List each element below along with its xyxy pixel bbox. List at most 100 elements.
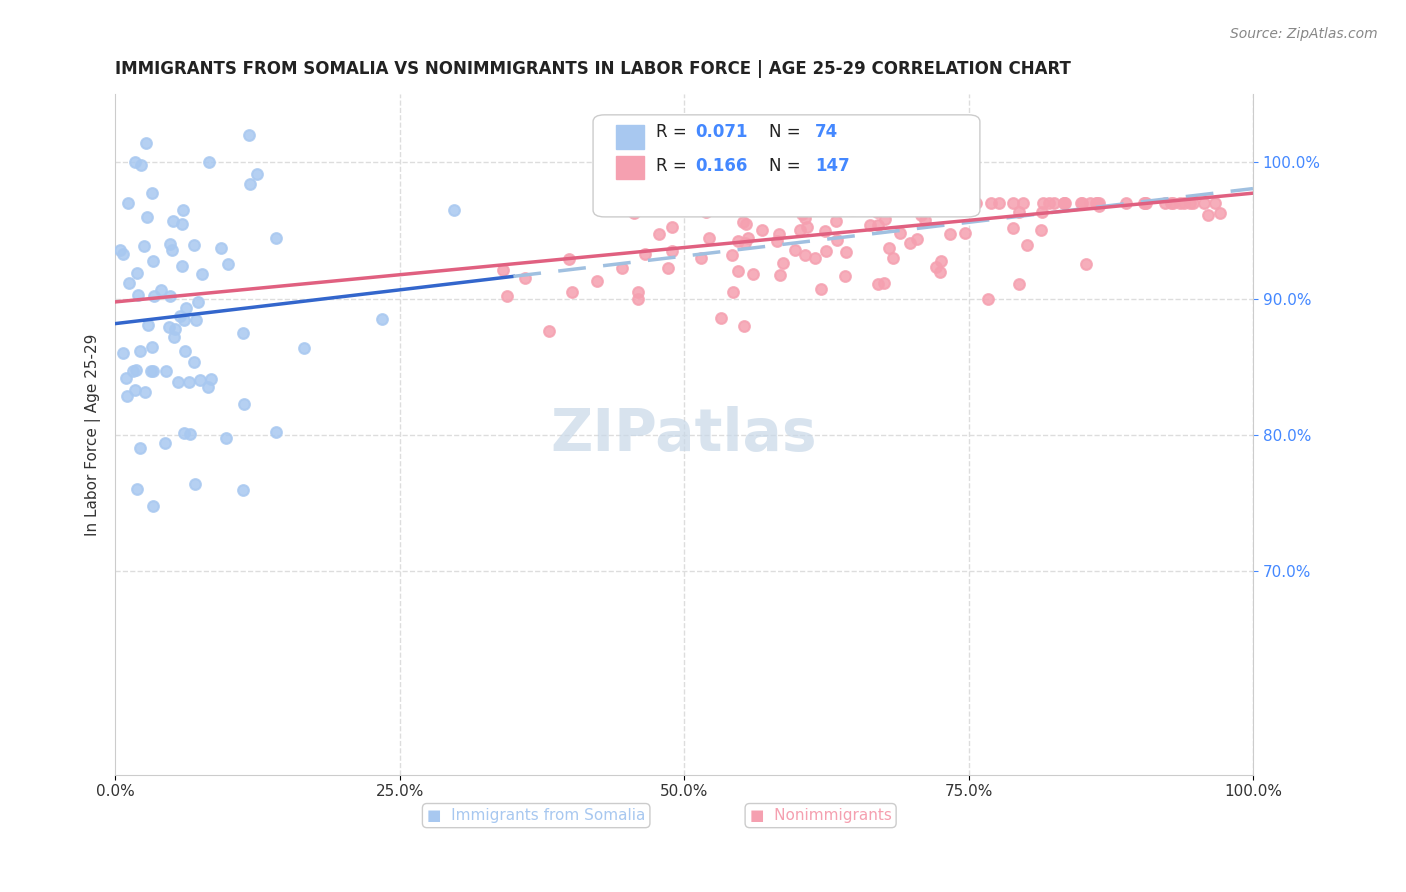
Point (232, 326, 254, 340)
Point (789, 223, 811, 237)
Point (884, 196, 907, 211)
Point (929, 253, 952, 268)
Point (922, 196, 945, 211)
Point (697, 230, 720, 244)
Point (141, 340, 163, 354)
Point (1054, 196, 1077, 211)
Point (1070, 196, 1092, 211)
Point (169, 309, 191, 323)
Point (661, 220, 683, 235)
Point (804, 251, 827, 265)
Text: 0.071: 0.071 (696, 123, 748, 141)
Point (183, 355, 205, 369)
Point (904, 196, 927, 211)
Point (371, 312, 394, 326)
Point (766, 234, 789, 248)
Point (1194, 196, 1216, 211)
Point (127, 267, 149, 281)
Point (197, 380, 219, 394)
Point (657, 260, 679, 275)
Point (184, 313, 207, 327)
Point (558, 252, 581, 267)
Point (238, 128, 260, 143)
Point (1031, 205, 1053, 219)
Point (787, 196, 810, 211)
Point (803, 202, 825, 217)
Point (157, 319, 180, 334)
Point (877, 241, 900, 255)
Point (129, 441, 152, 455)
Point (620, 196, 643, 211)
Point (634, 247, 657, 261)
Point (198, 154, 221, 169)
Point (124, 154, 146, 169)
Point (627, 285, 650, 300)
Point (740, 196, 762, 211)
Point (200, 371, 222, 385)
Point (179, 375, 201, 389)
Point (814, 196, 837, 211)
Point (143, 289, 166, 303)
Point (962, 196, 984, 211)
Point (443, 202, 465, 217)
Point (648, 227, 671, 242)
Point (124, 383, 146, 397)
Point (783, 243, 806, 257)
Point (513, 271, 536, 285)
Bar (616, 125, 644, 149)
Text: Source: ZipAtlas.com: Source: ZipAtlas.com (1230, 27, 1378, 41)
Point (737, 230, 759, 244)
Point (897, 196, 920, 211)
Point (142, 254, 165, 268)
Point (898, 236, 921, 251)
Point (689, 252, 711, 266)
Point (1008, 277, 1031, 291)
Point (980, 196, 1002, 211)
Point (1088, 196, 1111, 211)
Point (184, 476, 207, 491)
Point (1053, 196, 1076, 211)
Point (188, 373, 211, 387)
Point (799, 202, 821, 217)
Point (734, 217, 756, 231)
Point (114, 371, 136, 385)
Point (1135, 196, 1157, 211)
Point (721, 248, 744, 262)
Point (190, 267, 212, 281)
Point (232, 483, 254, 497)
Point (751, 222, 773, 236)
Point (710, 310, 733, 325)
Point (939, 227, 962, 242)
Point (987, 196, 1010, 211)
Point (264, 231, 287, 245)
Point (877, 196, 900, 211)
Point (491, 263, 513, 277)
Point (797, 196, 820, 211)
Point (264, 425, 287, 439)
Text: ZIPatlas: ZIPatlas (551, 406, 817, 463)
Point (1002, 221, 1025, 235)
Point (914, 212, 936, 227)
Point (910, 208, 932, 222)
Point (859, 219, 882, 233)
Y-axis label: In Labor Force | Age 25-29: In Labor Force | Age 25-29 (86, 334, 101, 536)
Point (1085, 196, 1108, 211)
Point (142, 363, 165, 377)
Point (1001, 196, 1024, 211)
Point (118, 276, 141, 290)
Point (173, 313, 195, 327)
Text: N =: N = (769, 157, 806, 175)
Point (772, 255, 794, 269)
Point (172, 202, 194, 217)
Point (135, 210, 157, 224)
Point (187, 295, 209, 310)
Point (868, 277, 890, 292)
Point (908, 196, 931, 211)
Point (610, 260, 633, 275)
Point (1154, 196, 1177, 211)
FancyBboxPatch shape (593, 115, 980, 217)
Point (1168, 196, 1191, 211)
Point (1015, 237, 1038, 252)
Point (734, 235, 756, 250)
Point (561, 285, 583, 299)
